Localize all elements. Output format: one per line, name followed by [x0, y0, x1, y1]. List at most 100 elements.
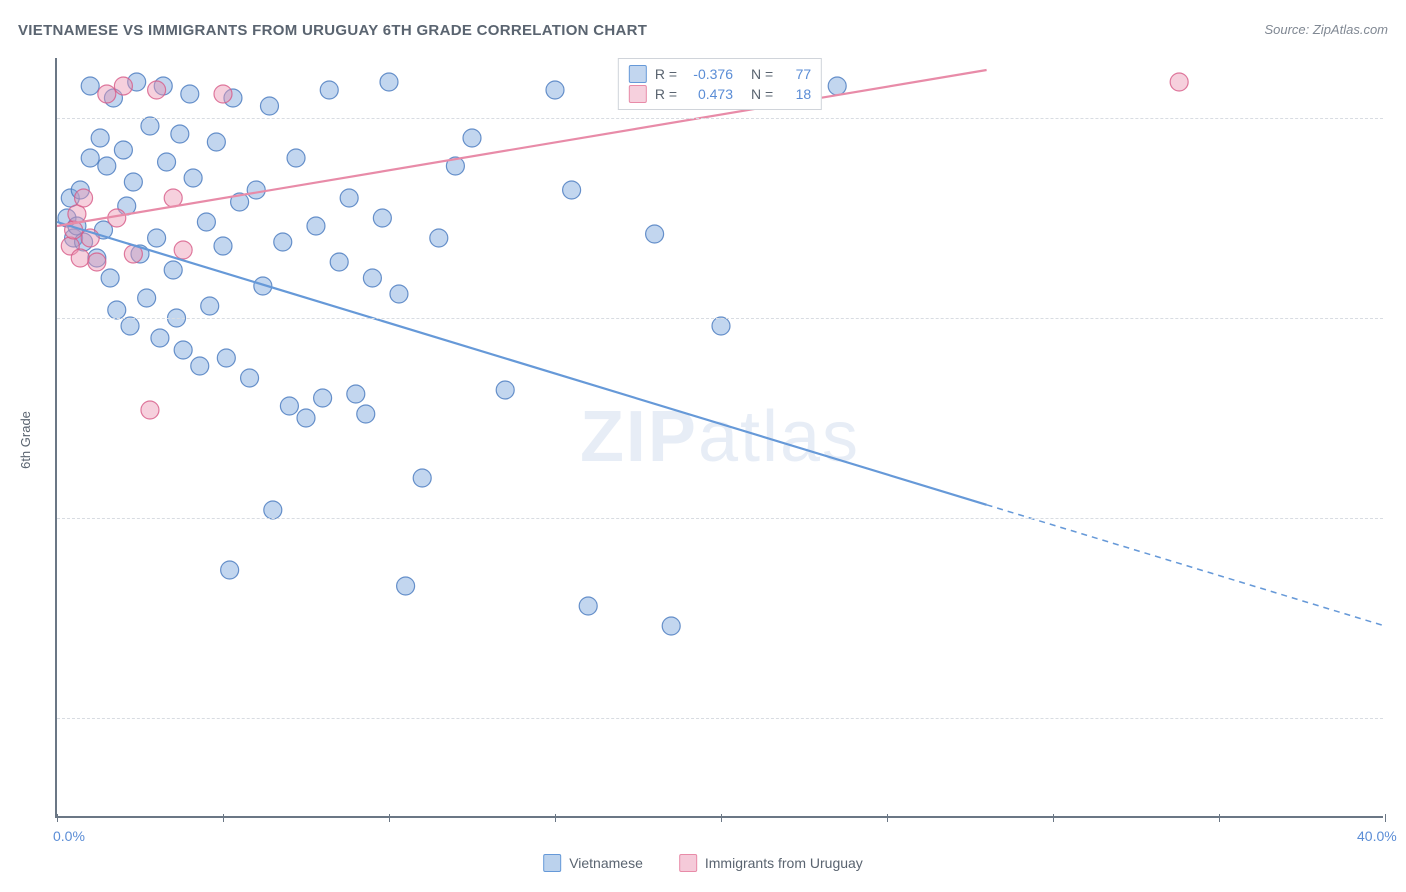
scatter-point	[141, 117, 159, 135]
scatter-point	[221, 561, 239, 579]
scatter-point	[158, 153, 176, 171]
gridline-h	[57, 718, 1383, 719]
scatter-point	[101, 269, 119, 287]
scatter-point	[247, 181, 265, 199]
scatter-point	[71, 249, 89, 267]
scatter-point	[104, 89, 122, 107]
scatter-point	[128, 73, 146, 91]
scatter-point	[579, 597, 597, 615]
scatter-point	[214, 85, 232, 103]
scatter-point	[274, 233, 292, 251]
scatter-point	[297, 409, 315, 427]
xtick-mark	[555, 814, 556, 822]
legend-r-value-1: 0.473	[685, 86, 733, 102]
scatter-point	[65, 229, 83, 247]
scatter-point	[108, 209, 126, 227]
scatter-point	[330, 253, 348, 271]
scatter-point	[254, 277, 272, 295]
trend-line-solid	[57, 70, 987, 226]
legend-swatch-1	[629, 85, 647, 103]
scatter-point	[373, 209, 391, 227]
scatter-point	[231, 193, 249, 211]
scatter-point	[320, 81, 338, 99]
legend-r-label: R =	[655, 86, 677, 102]
scatter-point	[114, 77, 132, 95]
scatter-point	[81, 149, 99, 167]
scatter-point	[712, 317, 730, 335]
scatter-point	[68, 205, 86, 223]
scatter-point	[363, 269, 381, 287]
scatter-point	[88, 249, 106, 267]
chart-title: VIETNAMESE VS IMMIGRANTS FROM URUGUAY 6T…	[18, 22, 647, 39]
xtick-mark	[389, 814, 390, 822]
scatter-point	[71, 181, 89, 199]
scatter-point	[121, 317, 139, 335]
scatter-point	[563, 181, 581, 199]
scatter-point	[124, 245, 142, 263]
xtick-label: 0.0%	[53, 828, 85, 844]
scatter-point	[314, 389, 332, 407]
xtick-mark	[1385, 814, 1386, 822]
scatter-point	[118, 197, 136, 215]
scatter-point	[241, 369, 259, 387]
scatter-point	[171, 125, 189, 143]
scatter-point	[75, 233, 93, 251]
series-legend-item-1: Immigrants from Uruguay	[679, 854, 863, 872]
series-swatch-1	[679, 854, 697, 872]
scatter-point	[646, 225, 664, 243]
watermark: ZIPatlas	[580, 396, 860, 478]
scatter-point	[108, 301, 126, 319]
scatter-point	[397, 577, 415, 595]
scatter-point	[347, 385, 365, 403]
xtick-mark	[1219, 814, 1220, 822]
scatter-point	[546, 81, 564, 99]
scatter-point	[61, 189, 79, 207]
series-label-1: Immigrants from Uruguay	[705, 855, 863, 871]
legend-n-value-1: 18	[781, 86, 811, 102]
scatter-point	[191, 357, 209, 375]
scatter-point	[98, 85, 116, 103]
scatter-point	[148, 81, 166, 99]
series-legend-item-0: Vietnamese	[543, 854, 643, 872]
scatter-point	[141, 401, 159, 419]
scatter-point	[201, 297, 219, 315]
scatter-point	[58, 209, 76, 227]
correlation-legend: R = -0.376 N = 77 R = 0.473 N = 18	[618, 58, 822, 110]
scatter-point	[124, 173, 142, 191]
scatter-point	[68, 217, 86, 235]
legend-n-label: N =	[751, 66, 773, 82]
scatter-point	[61, 237, 79, 255]
scatter-point	[307, 217, 325, 235]
scatter-point	[662, 617, 680, 635]
scatter-point	[357, 405, 375, 423]
legend-n-label: N =	[751, 86, 773, 102]
scatter-point	[287, 149, 305, 167]
gridline-h	[57, 318, 1383, 319]
series-swatch-0	[543, 854, 561, 872]
scatter-point	[413, 469, 431, 487]
scatter-point	[81, 229, 99, 247]
xtick-mark	[887, 814, 888, 822]
scatter-point	[430, 229, 448, 247]
legend-r-value-0: -0.376	[685, 66, 733, 82]
scatter-point	[280, 397, 298, 415]
scatter-point	[264, 501, 282, 519]
scatter-point	[154, 77, 172, 95]
scatter-point	[260, 97, 278, 115]
scatter-point	[138, 289, 156, 307]
watermark-prefix: ZIP	[580, 397, 698, 477]
xtick-label: 40.0%	[1357, 828, 1397, 844]
legend-row-series-0: R = -0.376 N = 77	[629, 65, 811, 83]
scatter-point	[828, 77, 846, 95]
scatter-point	[65, 221, 83, 239]
scatter-point	[446, 157, 464, 175]
xtick-mark	[223, 814, 224, 822]
scatter-point	[496, 381, 514, 399]
scatter-point	[174, 341, 192, 359]
series-legend: Vietnamese Immigrants from Uruguay	[543, 854, 863, 872]
scatter-point	[197, 213, 215, 231]
gridline-h	[57, 518, 1383, 519]
source-attribution: Source: ZipAtlas.com	[1264, 22, 1388, 37]
legend-swatch-0	[629, 65, 647, 83]
scatter-point	[184, 169, 202, 187]
